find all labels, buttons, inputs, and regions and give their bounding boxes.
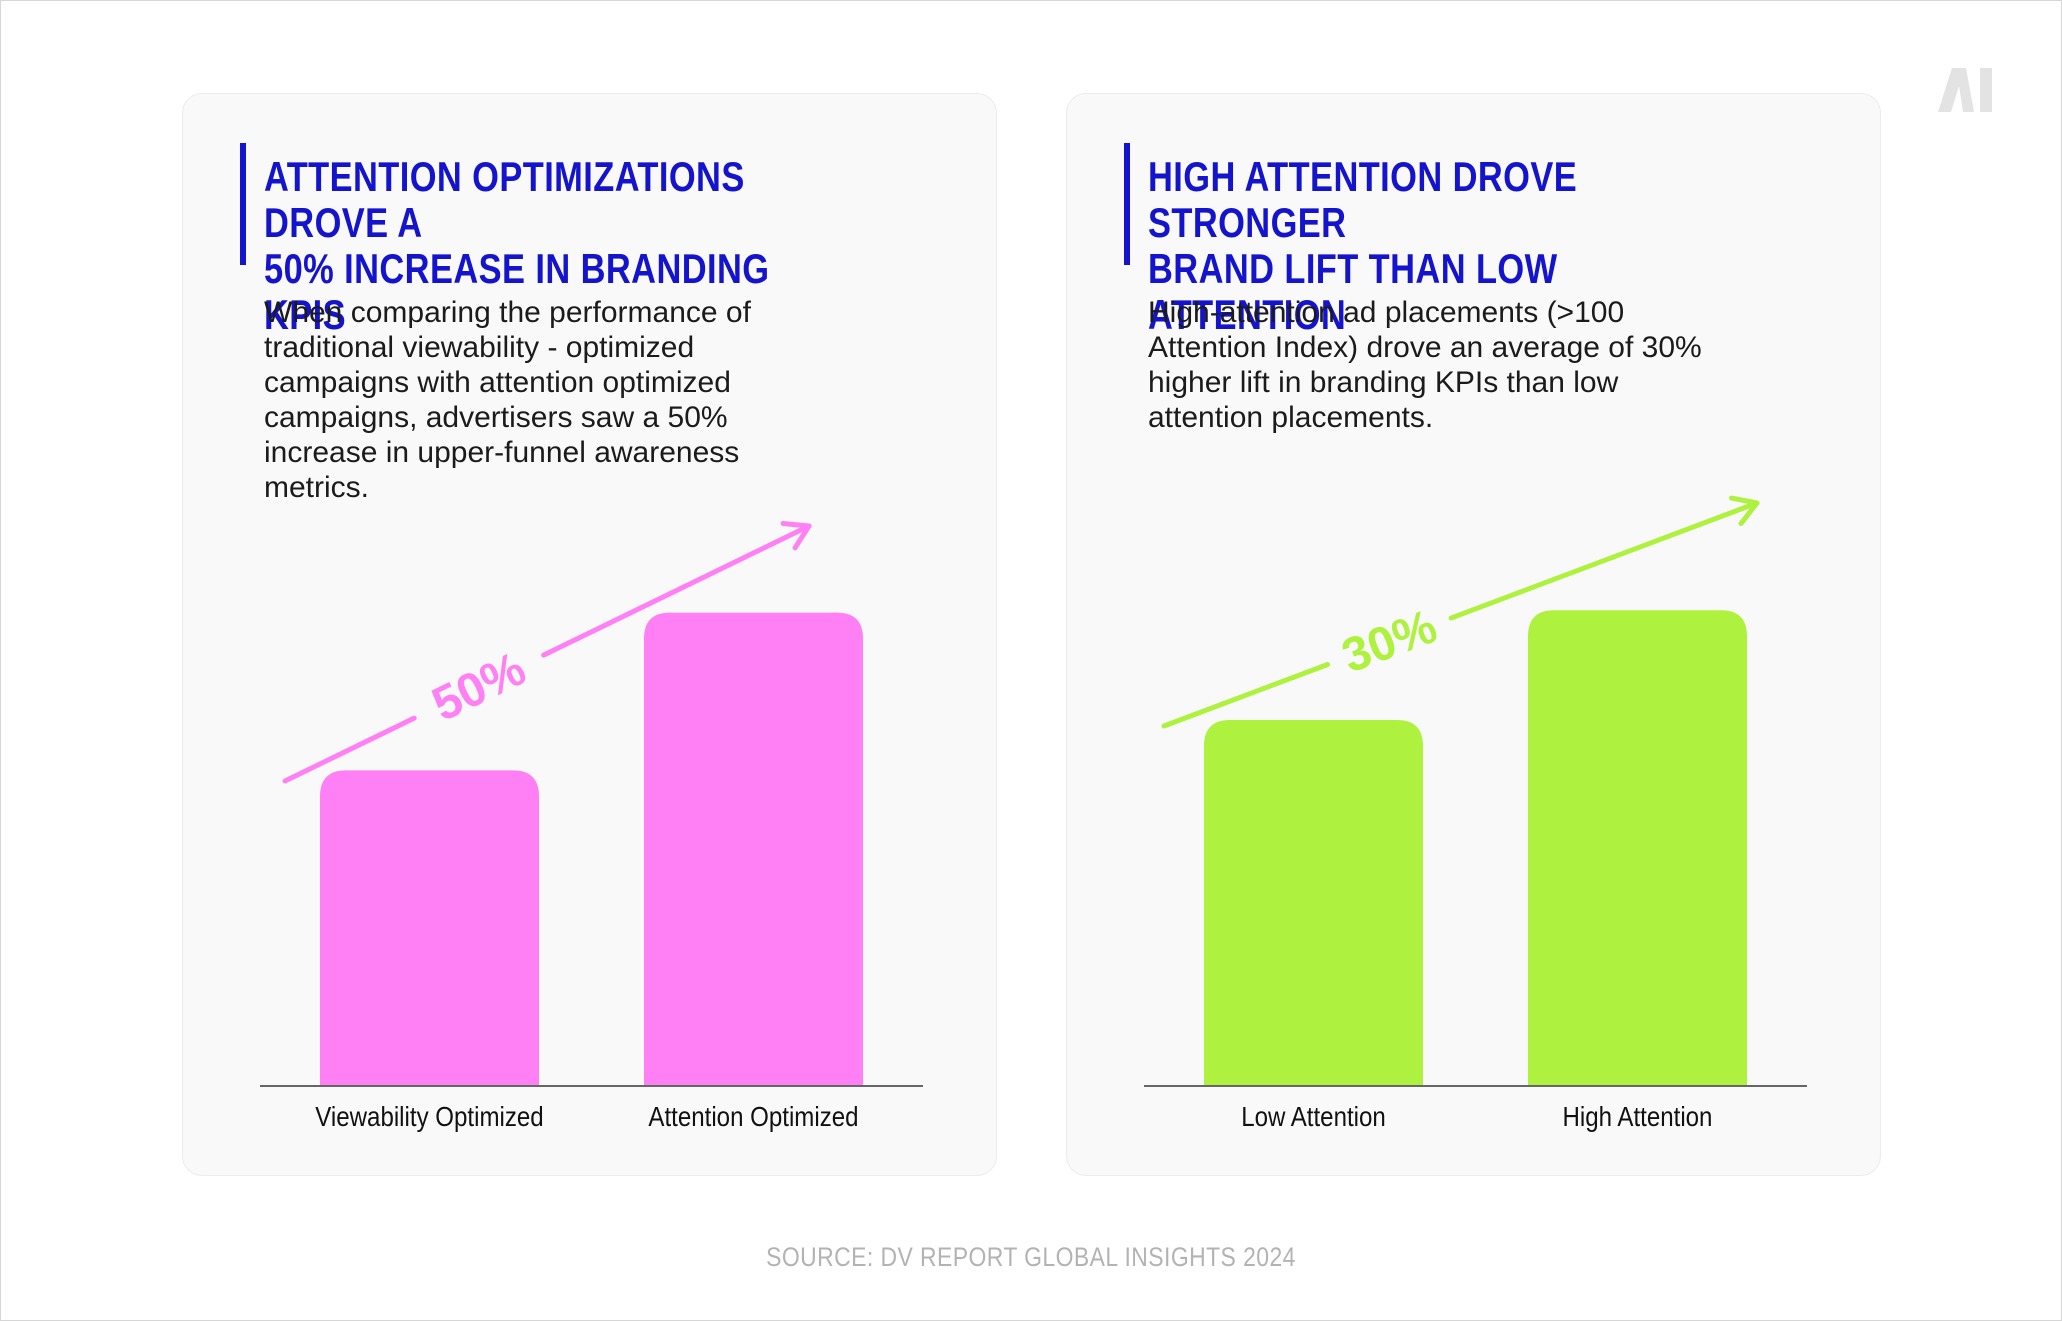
chart-card-right: HIGH ATTENTION DROVE STRONGER BRAND LIFT… bbox=[1066, 93, 1881, 1176]
title-accent-bar bbox=[1124, 143, 1130, 265]
trend-annotation: 50% bbox=[424, 642, 534, 732]
chart-description: High-attention ad placements (>100 Atten… bbox=[1148, 296, 1702, 434]
bar-1 bbox=[1528, 610, 1747, 1086]
bar-0 bbox=[1204, 720, 1423, 1086]
chart-title: ATTENTION OPTIMIZATIONS DROVE A 50% INCR… bbox=[264, 153, 770, 338]
ai-logo-icon bbox=[1938, 68, 1992, 112]
title-accent-bar bbox=[240, 143, 246, 265]
trend-arrow-line bbox=[282, 715, 417, 784]
trend-arrow-line bbox=[1161, 661, 1331, 729]
source-caption: SOURCE: DV REPORT GLOBAL INSIGHTS 2024 bbox=[766, 1242, 1296, 1272]
x-tick-label: Viewability Optimized bbox=[315, 1100, 543, 1132]
x-tick-label: High Attention bbox=[1563, 1100, 1713, 1132]
trend-annotation: 30% bbox=[1335, 600, 1444, 683]
trend-arrow-head bbox=[1728, 495, 1760, 527]
x-tick-label: Attention Optimized bbox=[648, 1100, 858, 1132]
chart-title: HIGH ATTENTION DROVE STRONGER BRAND LIFT… bbox=[1148, 153, 1578, 338]
bar-1 bbox=[644, 612, 863, 1086]
bar-chart-right: Low Attention High Attention 30% bbox=[1144, 495, 1807, 1132]
trend-arrow-head bbox=[780, 520, 812, 551]
bar-chart-left: Viewability Optimized Attention Optimized… bbox=[260, 520, 923, 1132]
chart-card-left: ATTENTION OPTIMIZATIONS DROVE A 50% INCR… bbox=[182, 93, 997, 1176]
chart-description: When comparing the performance of tradit… bbox=[264, 296, 751, 504]
bar-0 bbox=[320, 770, 539, 1086]
x-tick-label: Low Attention bbox=[1241, 1100, 1386, 1132]
trend-arrow-line bbox=[1448, 500, 1760, 621]
trend-arrow-line bbox=[541, 523, 812, 658]
